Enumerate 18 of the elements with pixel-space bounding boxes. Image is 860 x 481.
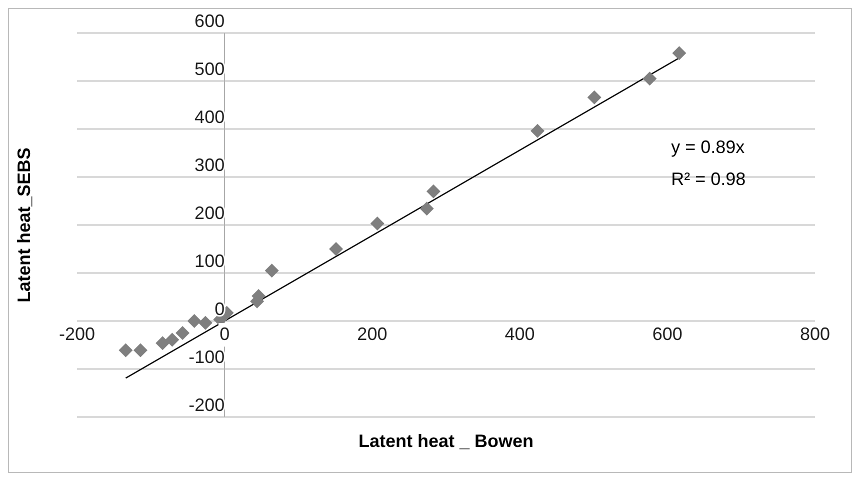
y-tick-label: 300 [194, 154, 225, 175]
x-tick-label: 800 [800, 324, 830, 344]
annotation: R² = 0.98 [671, 168, 746, 189]
y-tick-label: 0 [214, 298, 225, 319]
y-tick-label: 600 [194, 10, 225, 31]
x-tick-label: -200 [58, 324, 96, 344]
x-tick-label: 600 [652, 324, 682, 344]
y-tick-label: -200 [188, 394, 225, 415]
y-tick-label: 200 [194, 202, 225, 223]
x-axis-title: Latent heat _ Bowen [358, 430, 534, 451]
annotation: y = 0.89x [671, 136, 745, 157]
y-tick-label: 500 [194, 58, 225, 79]
y-axis-title: Latent heat_SEBS [14, 147, 34, 303]
x-tick-label: 400 [504, 324, 535, 344]
y-tick-label: -100 [188, 346, 225, 367]
x-tick-label: 200 [357, 324, 388, 344]
y-tick-label: 400 [194, 106, 225, 127]
y-tick-label: 100 [194, 250, 225, 271]
